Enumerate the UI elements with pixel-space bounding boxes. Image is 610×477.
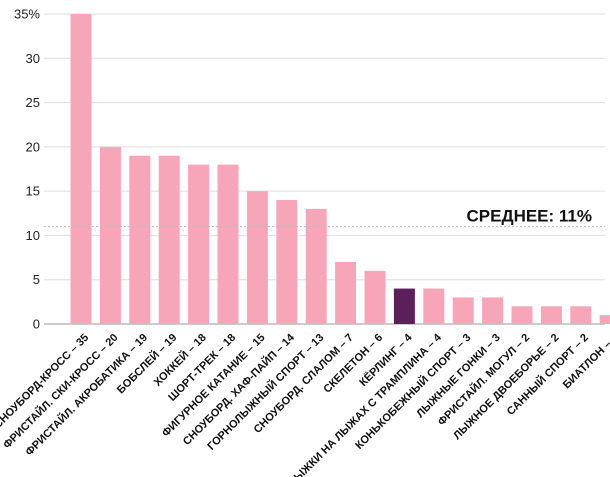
y-tick-label: 25 [26, 95, 40, 110]
bar-15 [511, 306, 533, 324]
y-tick-label: 30 [26, 51, 40, 66]
bar-1 [99, 146, 121, 324]
y-tick-label: 20 [26, 139, 40, 154]
bar-16 [540, 306, 562, 324]
y-tick-label: 15 [26, 184, 40, 199]
y-tick-label: 35% [14, 7, 40, 22]
bar-11 [393, 288, 415, 324]
y-axis-ticks: 0 5 10 15 20 25 30 35% [14, 7, 40, 332]
average-line-group: СРЕДНЕЕ: 11% [44, 207, 605, 228]
bar-4 [188, 164, 210, 324]
y-tick-label: 0 [33, 317, 40, 332]
bar-0 [70, 14, 92, 324]
category-label: ФРИСТАЙЛ. АКРОБАТИКА – 19 [23, 331, 150, 458]
bar-5 [217, 164, 239, 324]
y-tick-label: 5 [33, 272, 40, 287]
bar-8 [305, 208, 327, 324]
bars [70, 14, 610, 324]
bar-12 [423, 288, 445, 324]
average-label: СРЕДНЕЕ: 11% [467, 207, 593, 226]
bar-9 [335, 262, 357, 324]
bar-18 [599, 315, 610, 324]
bar-6 [246, 191, 268, 324]
bar-14 [482, 297, 504, 324]
bar-10 [364, 270, 386, 324]
bar-17 [570, 306, 592, 324]
y-tick-label: 10 [26, 228, 40, 243]
bar-13 [452, 297, 474, 324]
bar-2 [129, 155, 151, 324]
bar-3 [158, 155, 180, 324]
bar-7 [276, 200, 298, 324]
category-label: ФРИСТАЙЛ. СКИ-КРОСС – 20 [0, 331, 120, 451]
